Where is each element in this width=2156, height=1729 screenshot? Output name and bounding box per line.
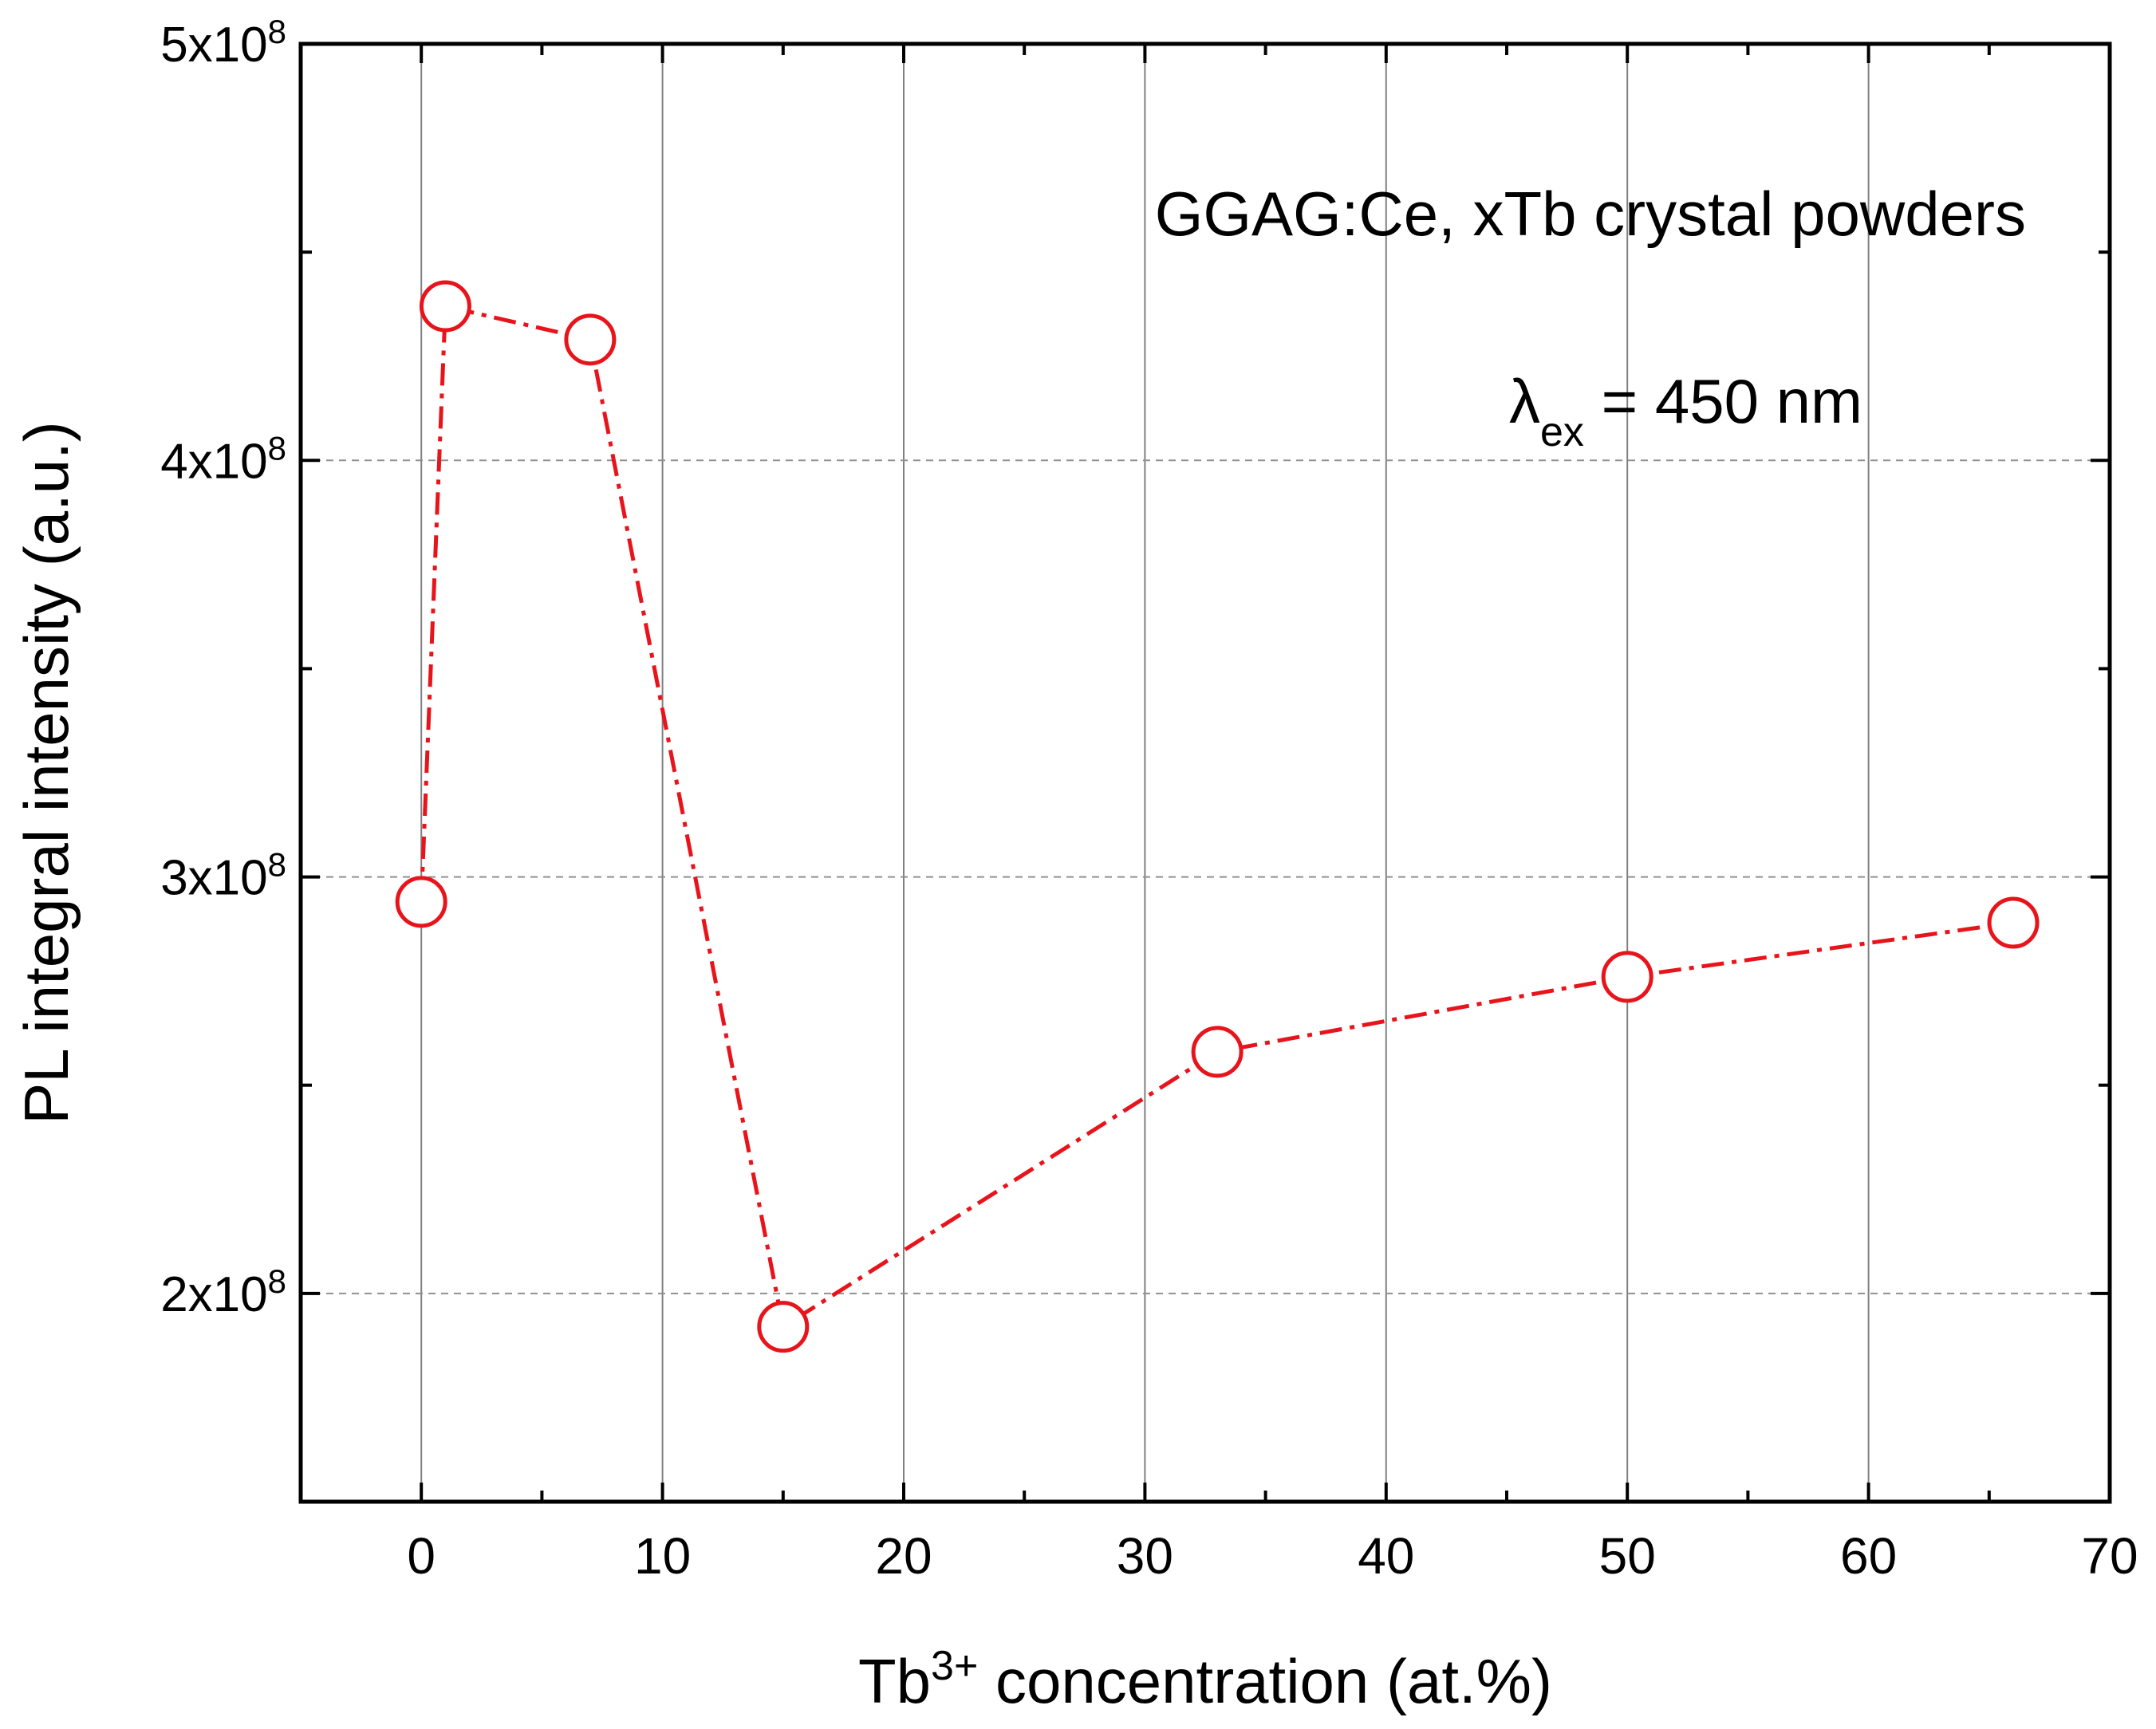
- excitation-subscript: ex: [1540, 409, 1584, 455]
- excitation-symbol: λ: [1509, 366, 1540, 436]
- excitation-annotation: λex = 450 nm: [1509, 366, 1862, 455]
- y-tick-exponent: 8: [268, 13, 286, 50]
- x-axis-title-sup: 3+: [931, 1643, 978, 1689]
- y-axis-title: PL integral intensity (a.u.): [11, 421, 81, 1124]
- data-point: [419, 280, 471, 333]
- sample-annotation: GGAG:Ce, xTb crystal powders: [1155, 179, 2026, 249]
- x-tick-label: 0: [407, 1527, 436, 1585]
- x-tick-labels: 0 10 20 30 40 50 60 70: [407, 1527, 2138, 1585]
- y-tick-mantissa: 3x10: [160, 851, 267, 906]
- data-point: [395, 876, 447, 928]
- y-tick-label: 5x108: [160, 13, 286, 73]
- plot-frame: [298, 41, 2112, 1504]
- x-tick-label: 40: [1358, 1527, 1414, 1585]
- data-point: [1987, 896, 2040, 949]
- x-axis-title-base: Tb: [858, 1646, 931, 1716]
- x-tick-label: 60: [1840, 1527, 1897, 1585]
- grid-lines: [301, 44, 2110, 1502]
- data-series: [395, 280, 2040, 1353]
- excitation-value: = 450 nm: [1584, 366, 1862, 436]
- axis-ticks: [301, 42, 2111, 1502]
- x-axis-title-rest: concentration (at.%): [978, 1646, 1552, 1716]
- y-tick-label: 4x108: [160, 429, 286, 490]
- y-tick-mantissa: 2x10: [160, 1267, 267, 1322]
- y-tick-label: 3x108: [160, 845, 286, 906]
- y-tick-exponent: 8: [268, 845, 286, 883]
- x-tick-label: 50: [1599, 1527, 1656, 1585]
- data-point: [1191, 1026, 1244, 1078]
- data-point: [1601, 951, 1653, 1003]
- x-tick-label: 30: [1117, 1527, 1173, 1585]
- y-tick-mantissa: 4x10: [160, 434, 267, 489]
- x-tick-label: 20: [875, 1527, 932, 1585]
- y-tick-exponent: 8: [268, 1262, 286, 1299]
- x-tick-label: 70: [2081, 1527, 2138, 1585]
- x-axis-title: Tb3+ concentration (at.%): [858, 1643, 1552, 1716]
- y-tick-mantissa: 5x10: [160, 18, 267, 73]
- data-point: [757, 1301, 810, 1353]
- data-point: [564, 313, 617, 366]
- y-tick-exponent: 8: [268, 429, 286, 467]
- y-tick-label: 2x108: [160, 1262, 286, 1322]
- x-tick-label: 10: [634, 1527, 691, 1585]
